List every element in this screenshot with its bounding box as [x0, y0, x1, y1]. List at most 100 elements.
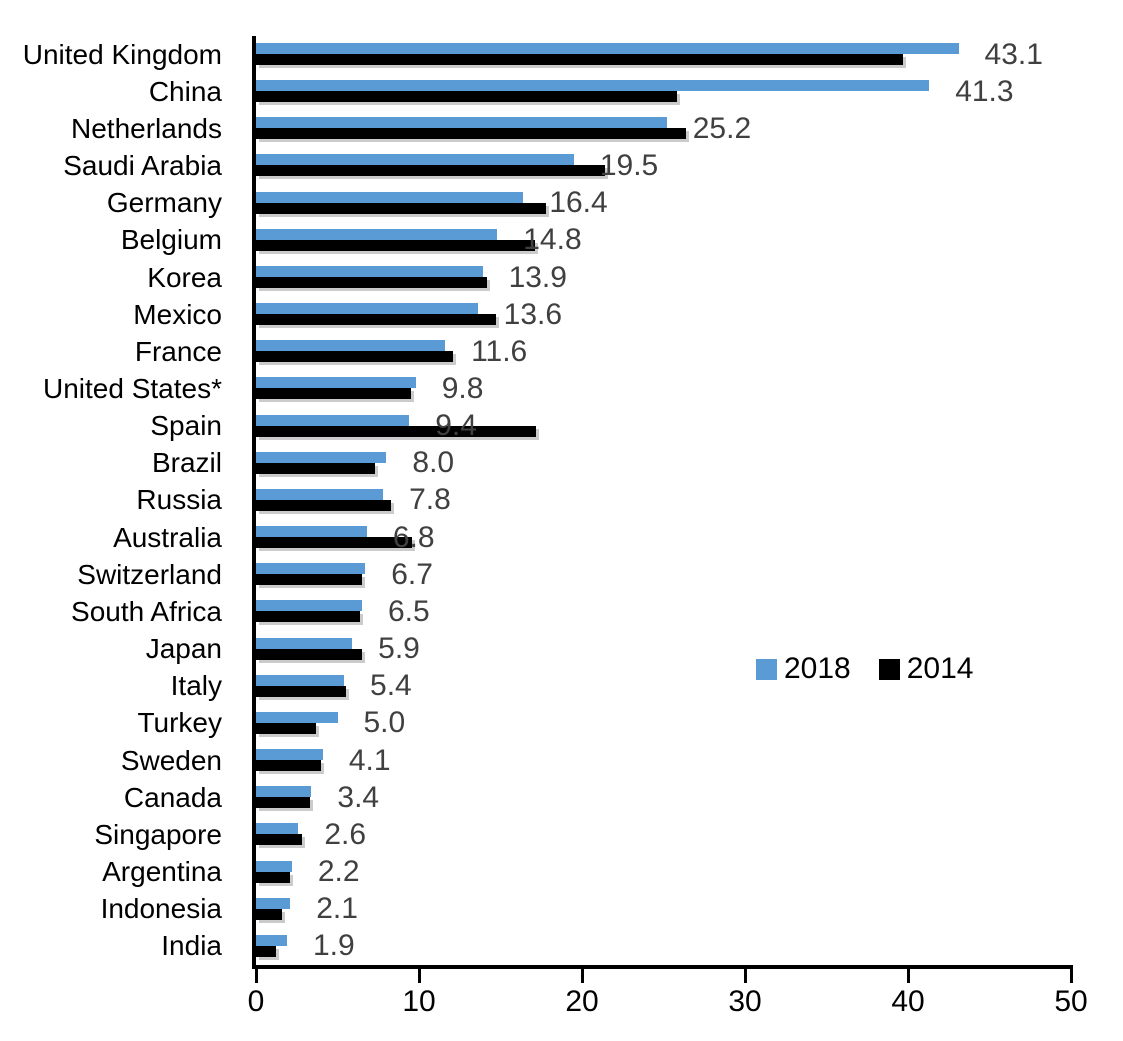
bar-2014 [256, 574, 362, 586]
value-label: 19.5 [599, 149, 659, 183]
value-label: 5.9 [378, 632, 420, 666]
category-label: India [161, 930, 222, 962]
bar-2018 [256, 526, 367, 538]
bar-2018 [256, 488, 384, 500]
category-label: Japan [145, 633, 222, 665]
bar-2014 [256, 611, 361, 623]
bar-2014 [256, 834, 302, 846]
value-label: 13.6 [503, 297, 563, 331]
bar-2018 [256, 711, 338, 723]
category-label: Italy [170, 670, 222, 702]
value-label: 6.7 [391, 557, 433, 591]
bar-2014 [256, 91, 677, 103]
category-label: Saudi Arabia [63, 150, 222, 182]
bar-2014 [256, 685, 346, 697]
x-tick-mark [417, 969, 421, 983]
y-axis-line [252, 36, 256, 969]
value-label: 7.8 [409, 483, 451, 517]
bar-2014 [256, 425, 537, 437]
bar-2014 [256, 462, 375, 474]
x-tick-mark [906, 969, 910, 983]
category-label: Argentina [102, 856, 222, 888]
bar-2018 [256, 154, 574, 166]
bar-2018 [256, 265, 483, 277]
category-label: Germany [106, 187, 222, 219]
legend-swatch-2014 [878, 658, 900, 680]
value-label: 5.4 [370, 669, 412, 703]
bar-2018 [256, 191, 524, 203]
x-tick-label: 30 [728, 985, 762, 1018]
category-label: United States* [43, 373, 222, 405]
category-label: Switzerland [77, 558, 222, 590]
bar-2014 [256, 797, 310, 809]
category-label: Spain [150, 410, 222, 442]
bar-2018 [256, 749, 323, 761]
category-label: Mexico [133, 298, 222, 330]
bar-2014 [256, 165, 605, 177]
bar-2014 [256, 314, 496, 326]
bar-2014 [256, 128, 687, 140]
value-label: 1.9 [312, 929, 355, 963]
bar-2018 [256, 303, 478, 315]
category-label: Canada [123, 781, 222, 813]
value-label: 25.2 [692, 111, 752, 145]
bar-2014 [256, 239, 535, 251]
x-tick-label: 40 [891, 985, 925, 1018]
legend-swatch-2018 [756, 658, 777, 680]
value-label: 5.0 [363, 706, 406, 740]
bar-2014 [256, 499, 392, 511]
bar-2018 [256, 600, 362, 612]
bar-2014 [256, 54, 904, 65]
x-axis-line [252, 965, 1073, 969]
category-label: South Africa [71, 595, 222, 627]
bar-2018 [256, 228, 498, 240]
category-label: Korea [147, 261, 222, 293]
bar-2014 [256, 351, 454, 363]
x-tick-mark [254, 969, 258, 983]
bar-2018 [256, 860, 292, 872]
value-label: 6.5 [387, 594, 430, 628]
bar-2018 [256, 117, 667, 129]
bar-2018 [256, 934, 287, 946]
value-label: 2.6 [324, 817, 367, 851]
bar-2018 [256, 637, 353, 649]
value-label: 2.2 [317, 855, 360, 889]
bar-2018 [256, 897, 291, 909]
x-tick-label: 10 [402, 985, 436, 1018]
category-label: Australia [113, 521, 222, 553]
category-label: Indonesia [100, 893, 222, 925]
bar-2014 [256, 871, 291, 883]
bar-2014 [256, 908, 283, 920]
value-label: 9.4 [435, 409, 477, 443]
bar-2018 [256, 674, 345, 686]
x-tick-mark [580, 969, 584, 983]
category-label: Singapore [94, 818, 222, 850]
category-label: Brazil [151, 447, 222, 479]
bar-2014 [256, 760, 322, 772]
value-label: 9.8 [441, 372, 484, 406]
x-tick-mark [1069, 969, 1073, 983]
value-label: 13.9 [508, 260, 567, 294]
bar-2014 [256, 388, 411, 400]
x-tick-mark [743, 969, 747, 983]
value-label: 6.8 [392, 520, 435, 554]
category-label: France [134, 335, 222, 367]
bar-2014 [256, 945, 276, 957]
category-label: Turkey [137, 707, 222, 739]
x-tick-label: 20 [565, 985, 599, 1018]
category-label: Sweden [120, 744, 222, 776]
bar-2014 [256, 722, 317, 734]
value-label: 8.0 [412, 446, 455, 480]
value-label: 43.1 [984, 37, 1043, 71]
category-label: Belgium [120, 224, 222, 256]
bar-2018 [256, 377, 416, 389]
bar-2018 [256, 43, 959, 54]
bar-2014 [256, 537, 413, 549]
bar-2018 [256, 823, 299, 835]
category-label: Netherlands [71, 112, 222, 144]
bar-2018 [256, 414, 410, 426]
x-tick-label: 0 [247, 985, 265, 1018]
legend-label-2014: 2014 [906, 652, 974, 685]
value-label: 2.1 [316, 892, 358, 926]
